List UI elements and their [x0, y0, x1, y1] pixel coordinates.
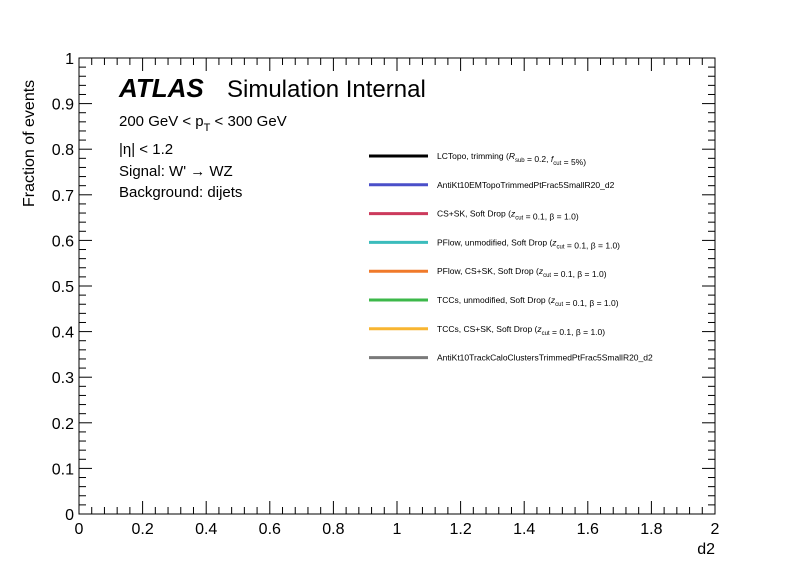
x-tick-label: 1 [393, 521, 402, 538]
y-tick-label: 0.6 [52, 233, 74, 250]
x-tick-label: 0.2 [131, 521, 153, 538]
legend-label: AntiKt10TrackCaloClustersTrimmedPtFrac5S… [437, 353, 653, 363]
atlas-label: ATLAS Simulation Internal [118, 73, 426, 103]
y-tick-label: 0.8 [52, 142, 74, 159]
legend-label: CS+SK, Soft Drop (zcut = 0.1, β = 1.0) [437, 209, 579, 222]
legend-entry: TCCs, CS+SK, Soft Drop (zcut = 0.1, β = … [369, 324, 605, 337]
atlas-text: ATLAS [118, 73, 204, 103]
pt-range-post: < 300 GeV [210, 113, 286, 130]
x-tick-label: 1.8 [640, 521, 662, 538]
legend-entry: PFlow, CS+SK, Soft Drop (zcut = 0.1, β =… [369, 266, 607, 279]
y-axis-label: Fraction of events [21, 80, 38, 207]
x-axis-tick-labels: 0 0.2 0.4 0.6 0.8 1 1.2 1.4 1.6 1.8 2 [75, 521, 720, 538]
pt-range-label: 200 GeV < pT < 300 GeV [119, 113, 287, 134]
y-tick-label: 1 [65, 51, 74, 68]
x-tick-label: 1.2 [449, 521, 471, 538]
y-tick-label: 0.3 [52, 370, 74, 387]
legend-entry: PFlow, unmodified, Soft Drop (zcut = 0.1… [369, 237, 620, 250]
y-tick-label: 0.2 [52, 416, 74, 433]
pt-range-sub: T [204, 122, 211, 134]
legend-label: PFlow, unmodified, Soft Drop (zcut = 0.1… [437, 237, 620, 250]
x-tick-label: 2 [711, 521, 720, 538]
x-tick-label: 0.6 [259, 521, 281, 538]
legend-entry: AntiKt10EMTopoTrimmedPtFrac5SmallR20_d2 [369, 180, 615, 190]
legend-label: TCCs, unmodified, Soft Drop (zcut = 0.1,… [437, 295, 619, 308]
y-tick-label: 0.7 [52, 188, 74, 205]
pt-range-pre: 200 GeV < p [119, 113, 204, 130]
x-tick-label: 0.8 [322, 521, 344, 538]
x-tick-label: 1.4 [513, 521, 535, 538]
legend-entry: TCCs, unmodified, Soft Drop (zcut = 0.1,… [369, 295, 619, 308]
x-tick-label: 1.6 [577, 521, 599, 538]
y-tick-label: 0.9 [52, 97, 74, 114]
y-tick-label: 0 [65, 507, 74, 524]
legend-entry: CS+SK, Soft Drop (zcut = 0.1, β = 1.0) [369, 209, 579, 222]
y-axis-ticks [79, 57, 715, 515]
eta-cut-label: |η| < 1.2 [119, 141, 173, 158]
atlas-suffix-text: Simulation Internal [227, 76, 426, 103]
legend-label: LCTopo, trimming (Rsub = 0.2, fcut = 5%) [437, 151, 586, 167]
y-tick-label: 0.4 [52, 325, 74, 342]
legend-entry: LCTopo, trimming (Rsub = 0.2, fcut = 5%) [369, 151, 586, 167]
background-label: Background: dijets [119, 184, 242, 201]
legend-entry: AntiKt10TrackCaloClustersTrimmedPtFrac5S… [369, 353, 653, 363]
legend: LCTopo, trimming (Rsub = 0.2, fcut = 5%)… [369, 151, 653, 363]
x-axis-label: d2 [697, 541, 715, 558]
legend-label: PFlow, CS+SK, Soft Drop (zcut = 0.1, β =… [437, 266, 607, 279]
y-axis-tick-labels: 0 0.1 0.2 0.3 0.4 0.5 0.6 0.7 0.8 0.9 1 [52, 51, 74, 524]
x-tick-label: 0 [75, 521, 84, 538]
legend-label: AntiKt10EMTopoTrimmedPtFrac5SmallR20_d2 [437, 180, 615, 190]
x-axis-ticks [78, 58, 716, 514]
x-tick-label: 0.4 [195, 521, 217, 538]
y-tick-label: 0.5 [52, 279, 74, 296]
signal-label: Signal: W' → WZ [119, 163, 233, 180]
y-tick-label: 0.1 [52, 461, 74, 478]
legend-label: TCCs, CS+SK, Soft Drop (zcut = 0.1, β = … [437, 324, 605, 337]
